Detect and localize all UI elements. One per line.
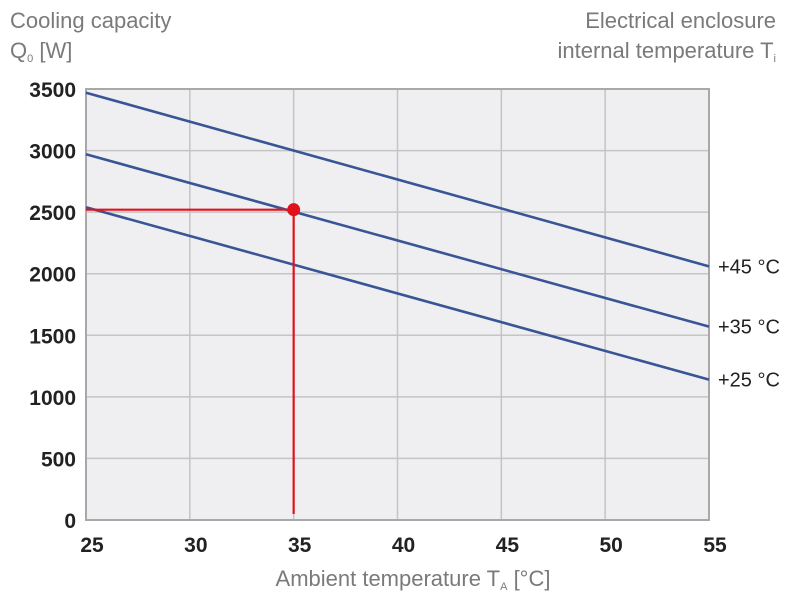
y-tick-label: 2000 xyxy=(29,264,76,287)
y-tick-label: 3000 xyxy=(29,141,76,164)
series-line xyxy=(85,205,710,381)
x-ticks: 25 30 35 40 45 50 55 xyxy=(80,534,727,557)
y-tick-label: 0 xyxy=(64,510,76,533)
series-group xyxy=(85,91,710,381)
x-tick-label: 55 xyxy=(703,534,727,557)
x-axis-title-sub: A xyxy=(500,581,508,593)
series-label: +25 °C xyxy=(718,370,780,392)
x-tick-label: 50 xyxy=(599,534,622,557)
y-axis-title: Cooling capacity Q0 [W] xyxy=(10,6,171,74)
y-axis-title-line2: Q0 [W] xyxy=(10,36,171,74)
legend-title-line1: Electrical enclosure xyxy=(585,8,776,33)
y-axis-title-line1: Cooling capacity xyxy=(10,8,172,33)
series-label: +35 °C xyxy=(718,317,780,339)
x-tick-label: 30 xyxy=(184,534,207,557)
x-axis-title: Ambient temperature TA [°C] xyxy=(0,566,806,593)
x-tick-label: 45 xyxy=(496,534,520,557)
y-axis-unit: [W] xyxy=(33,38,73,63)
annotation-point xyxy=(287,203,301,217)
series-labels: +45 °C +35 °C +25 °C xyxy=(718,256,780,391)
x-tick-label: 35 xyxy=(288,534,312,557)
x-axis-title-main: Ambient temperature T xyxy=(275,566,501,591)
legend-title-main: internal temperature T xyxy=(557,38,774,63)
legend-title-sub: i xyxy=(773,53,776,65)
x-axis-title-unit: [°C] xyxy=(507,566,551,591)
y-tick-label: 1500 xyxy=(29,325,76,348)
x-tick-label: 25 xyxy=(80,534,104,557)
series-line xyxy=(85,91,710,268)
legend-title-line2: internal temperature Ti xyxy=(558,36,777,74)
y-tick-label: 1000 xyxy=(29,387,76,410)
y-axis-symbol: Q xyxy=(10,38,28,63)
legend-title: Electrical enclosure internal temperatur… xyxy=(558,6,777,74)
y-tick-label: 3500 xyxy=(29,79,76,102)
x-tick-label: 40 xyxy=(392,534,415,557)
y-axis-symbol-sub: 0 xyxy=(27,53,34,65)
y-tick-label: 2500 xyxy=(29,202,76,225)
y-tick-label: 500 xyxy=(41,448,76,471)
annotation-group xyxy=(86,203,301,514)
series-line xyxy=(85,153,710,328)
series-label: +45 °C xyxy=(718,256,780,278)
y-ticks: 0 500 1000 1500 2000 2500 3000 3500 xyxy=(29,79,76,533)
plot-frame xyxy=(85,88,710,521)
